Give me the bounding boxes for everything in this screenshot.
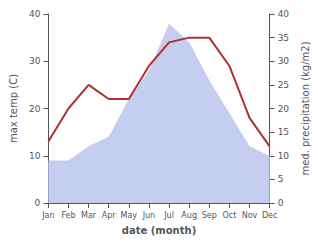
svg-text:Oct: Oct	[222, 211, 236, 220]
svg-text:Aug: Aug	[181, 211, 197, 220]
svg-text:30: 30	[278, 56, 290, 66]
svg-text:5: 5	[278, 174, 284, 184]
svg-text:date (month): date (month)	[122, 225, 196, 236]
svg-text:Jun: Jun	[142, 211, 156, 220]
svg-text:Jan: Jan	[41, 211, 54, 220]
svg-text:Feb: Feb	[61, 211, 75, 220]
svg-text:10: 10	[29, 151, 41, 161]
svg-text:20: 20	[278, 104, 290, 114]
svg-text:40: 40	[29, 9, 41, 19]
svg-text:med. precipitation (kg/m2): med. precipitation (kg/m2)	[300, 41, 311, 175]
svg-text:Nov: Nov	[242, 211, 258, 220]
svg-text:Mar: Mar	[81, 211, 97, 220]
svg-text:0: 0	[35, 198, 41, 208]
svg-text:40: 40	[278, 9, 290, 19]
svg-text:0: 0	[278, 198, 284, 208]
svg-text:20: 20	[29, 104, 41, 114]
svg-text:Apr: Apr	[102, 211, 117, 220]
svg-text:Sep: Sep	[202, 211, 217, 220]
svg-text:Dec: Dec	[262, 211, 277, 220]
svg-text:25: 25	[278, 80, 289, 90]
svg-text:35: 35	[278, 33, 289, 43]
svg-text:30: 30	[29, 56, 41, 66]
svg-text:15: 15	[278, 127, 289, 137]
svg-text:May: May	[121, 211, 138, 220]
svg-text:Jul: Jul	[163, 211, 174, 220]
svg-text:10: 10	[278, 151, 290, 161]
svg-text:max temp (C): max temp (C)	[8, 74, 19, 143]
